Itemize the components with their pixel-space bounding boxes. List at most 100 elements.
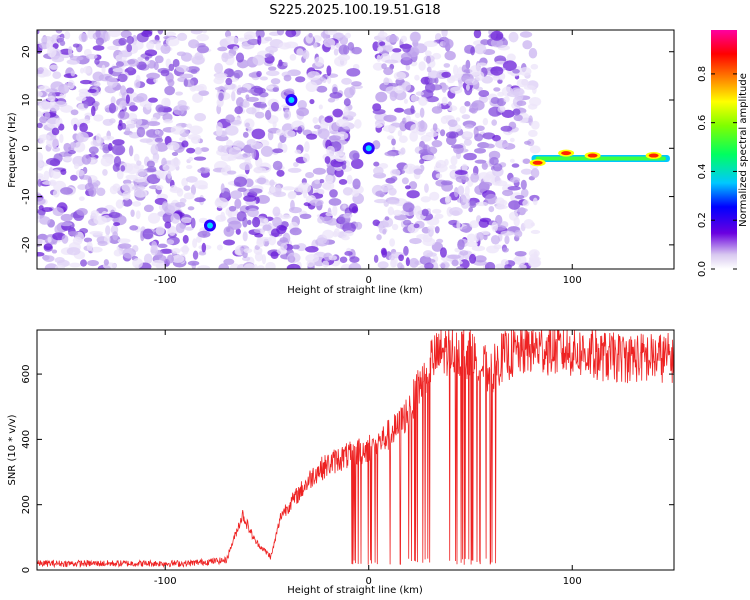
spectrogram-cell bbox=[105, 225, 111, 236]
spectrogram-cell bbox=[131, 201, 142, 207]
spectrogram-cell bbox=[73, 163, 79, 170]
spectrogram-cell bbox=[492, 134, 501, 142]
spectrogram-cell bbox=[409, 257, 419, 268]
spectrogram-cell bbox=[287, 191, 297, 198]
tone-line-inner bbox=[535, 156, 666, 161]
spectrogram-cell bbox=[523, 140, 532, 145]
spectrogram-cell bbox=[58, 123, 65, 131]
spectrogram-cell bbox=[469, 65, 482, 76]
spectrogram-cell bbox=[96, 187, 106, 197]
spectrogram-cell bbox=[94, 58, 100, 65]
spectrogram-cell bbox=[440, 180, 453, 186]
spectrogram-cell bbox=[393, 71, 406, 80]
spectrogram-cell bbox=[42, 180, 56, 185]
spectrogram-cell bbox=[63, 73, 78, 79]
spectrogram-cell bbox=[39, 116, 48, 124]
spectrogram-cell bbox=[456, 197, 464, 203]
spectrogram-cell bbox=[400, 52, 412, 61]
spectrogram-cell bbox=[64, 31, 71, 40]
spectrogram-cell bbox=[88, 146, 99, 155]
spectrogram-cell bbox=[339, 256, 348, 263]
spectrogram-cell bbox=[176, 51, 187, 57]
spectrogram-cell bbox=[136, 160, 142, 166]
spectrogram-cell bbox=[414, 74, 420, 81]
spectrogram-cell bbox=[256, 194, 270, 204]
spectrogram-cell bbox=[132, 96, 145, 103]
spectrogram-cell bbox=[494, 180, 508, 187]
spectrogram-cell bbox=[85, 53, 98, 60]
spectrogram-cell bbox=[242, 231, 248, 242]
spectrogram-cell bbox=[306, 260, 315, 268]
spectrogram-cell bbox=[450, 170, 456, 177]
spectrogram-cell bbox=[287, 167, 302, 173]
spectrogram-frame bbox=[36, 29, 675, 270]
spectrogram-cell bbox=[120, 122, 127, 130]
spectrogram-cell bbox=[59, 40, 66, 46]
spectrogram-cell bbox=[146, 121, 161, 127]
spectrogram-cell bbox=[517, 207, 528, 213]
spectrogram-cell bbox=[275, 129, 285, 136]
spectrogram-cell bbox=[434, 226, 440, 234]
spectrogram-cell bbox=[348, 262, 362, 269]
spectrogram-cell bbox=[313, 124, 321, 130]
spectrogram-cell bbox=[284, 88, 295, 95]
snr-ytick-label: 0 bbox=[21, 567, 32, 573]
spectrogram-cell bbox=[464, 124, 474, 129]
spectrogram-cell bbox=[384, 59, 399, 64]
spectrogram-cell bbox=[82, 66, 92, 74]
spectrogram-cell bbox=[398, 135, 408, 143]
spectrogram-cell bbox=[326, 65, 332, 77]
spectrogram-cell bbox=[115, 199, 124, 209]
spectrogram-cell bbox=[37, 30, 40, 35]
spectrogram-cell bbox=[164, 221, 172, 229]
spectrogram-cell bbox=[495, 204, 508, 210]
spectrogram-cell bbox=[275, 184, 282, 196]
spectrogram-cell bbox=[272, 160, 283, 171]
spectrogram-cell bbox=[386, 199, 400, 205]
spectrogram-cell bbox=[297, 99, 307, 110]
spectrogram-cell bbox=[243, 263, 256, 269]
spectrogram-cell bbox=[314, 179, 320, 185]
spectrogram-cell bbox=[189, 125, 203, 135]
spectrogram-cell bbox=[403, 245, 409, 256]
spectrogram-cell bbox=[129, 225, 139, 231]
spectrogram-cell bbox=[354, 119, 362, 129]
spectrogram-cell bbox=[528, 129, 538, 138]
spectrogram-cell bbox=[379, 193, 385, 198]
spectrogram-cell bbox=[289, 206, 302, 214]
spectrogram-cell bbox=[456, 220, 461, 230]
spectrogram-cell bbox=[304, 141, 310, 153]
spectrogram-ytick-label: -20 bbox=[21, 237, 32, 253]
spectrogram-cell bbox=[530, 168, 540, 179]
spectrogram-cell bbox=[334, 150, 345, 157]
spectrogram-cell bbox=[520, 168, 533, 175]
spectrogram-cell bbox=[146, 72, 160, 80]
spectrogram-cell bbox=[120, 85, 127, 96]
spectrogram-cell bbox=[197, 167, 210, 174]
spectrogram-cell bbox=[225, 114, 235, 123]
spectrogram-cell bbox=[323, 38, 336, 48]
spectrogram-cell bbox=[394, 107, 405, 113]
spectrogram-cell bbox=[136, 126, 146, 138]
spectrogram-cell bbox=[398, 254, 404, 262]
spectrogram-cell bbox=[185, 66, 200, 73]
spectrogram-cell bbox=[260, 145, 274, 157]
spectrogram-cell bbox=[43, 255, 55, 262]
spectrogram-cell bbox=[142, 228, 154, 240]
spectrogram-cell bbox=[223, 258, 235, 265]
spectrogram-cell bbox=[519, 66, 532, 77]
spectrogram-cell bbox=[530, 229, 541, 235]
spectrogram-cell bbox=[93, 114, 104, 122]
snr-xlabel: Height of straight line (km) bbox=[287, 585, 423, 596]
spectrogram-cell bbox=[455, 117, 461, 122]
spectrogram-cell bbox=[167, 79, 175, 87]
spectrogram-cell bbox=[413, 223, 420, 229]
spectrogram-cell bbox=[441, 30, 448, 38]
spectrogram-cell bbox=[51, 34, 60, 40]
spectrogram-cell bbox=[76, 207, 88, 216]
spectrogram-cell bbox=[192, 92, 204, 103]
spectrogram-cell bbox=[481, 162, 488, 170]
spectrogram-cell bbox=[491, 221, 499, 232]
